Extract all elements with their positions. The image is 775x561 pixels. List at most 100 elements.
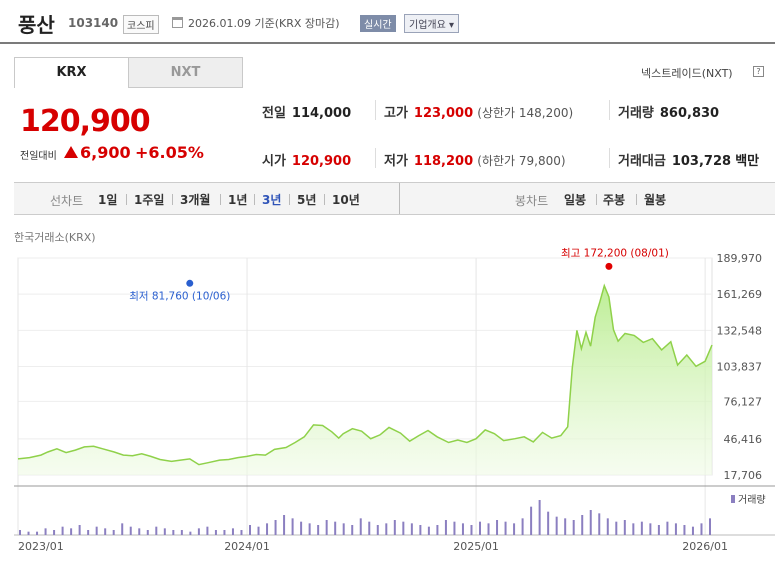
separator	[126, 194, 127, 205]
volume-bar	[214, 530, 217, 535]
volume-bar	[257, 526, 260, 535]
volume-bar	[513, 523, 516, 535]
tab-nxt[interactable]: NXT	[128, 57, 243, 88]
volume-bar	[683, 525, 686, 535]
volume-bar	[581, 515, 584, 535]
volume-bar	[436, 525, 439, 535]
period-1y[interactable]: 1년	[228, 193, 248, 207]
company-overview-dropdown[interactable]: 기업개요 ▾	[404, 14, 459, 33]
volume-bar	[317, 525, 320, 535]
stock-header: 풍산 103140 코스피 2026.01.09 기준(KRX 장마감) 실시간…	[0, 0, 775, 44]
volume-bar	[461, 523, 464, 535]
volume-bar	[496, 520, 499, 535]
stat-label: 전일	[262, 106, 286, 121]
period-5y[interactable]: 5년	[297, 193, 317, 207]
candle-monthly[interactable]: 월봉	[644, 193, 667, 207]
volume-bars: 거래량	[19, 494, 766, 535]
volume-bar	[427, 526, 430, 535]
volume-bar	[691, 526, 694, 535]
volume-bar	[266, 523, 269, 535]
separator	[254, 194, 255, 205]
volume-bar	[44, 528, 47, 535]
min-annotation-label: 최저 81,760 (10/06)	[129, 290, 230, 302]
price-line	[17, 283, 713, 466]
volume-bar	[274, 520, 277, 535]
volume-bar	[19, 530, 21, 535]
y-tick-label: 189,970	[717, 252, 763, 265]
volume-bar	[223, 530, 226, 535]
candle-chart-label[interactable]: 봉차트	[515, 194, 549, 208]
volume-bar	[453, 521, 456, 535]
separator	[324, 194, 325, 205]
period-3y[interactable]: 3년	[262, 193, 282, 207]
period-3m[interactable]: 3개월	[180, 193, 211, 207]
volume-bar	[657, 525, 660, 535]
volume-bar	[444, 520, 447, 535]
max-annotation-label: 최고 172,200 (08/01)	[561, 247, 669, 259]
volume-bar	[393, 520, 396, 535]
stat-trade-amount: 거래대금 103,728 백만	[618, 150, 759, 169]
volume-bar	[146, 530, 149, 535]
price-change-percent: +6.05%	[135, 143, 204, 162]
volume-bar	[300, 521, 303, 535]
x-tick-label: 2026/01	[682, 540, 728, 553]
calendar-icon	[172, 17, 183, 28]
stat-label: 저가	[384, 154, 408, 169]
candle-daily[interactable]: 일봉	[564, 193, 587, 207]
volume-bar	[606, 518, 609, 535]
volume-bar	[700, 523, 703, 535]
volume-bar	[104, 528, 107, 535]
volume-bar	[674, 523, 677, 535]
min-point-marker	[186, 279, 194, 287]
nextrade-link[interactable]: 넥스트레이드(NXT)	[641, 67, 733, 80]
volume-bar	[129, 526, 132, 535]
volume-bar	[87, 530, 90, 535]
realtime-button[interactable]: 실시간	[360, 15, 396, 32]
volume-bar	[649, 523, 652, 535]
line-chart-label[interactable]: 선차트	[50, 194, 84, 208]
volume-bar	[572, 520, 575, 535]
volume-bar	[564, 518, 567, 535]
period-1w[interactable]: 1주일	[134, 193, 165, 207]
divider	[609, 148, 610, 168]
volume-bar	[163, 528, 166, 535]
stat-value: 860,830	[659, 106, 720, 121]
y-tick-label: 76,127	[724, 395, 763, 408]
volume-bar	[95, 526, 98, 535]
volume-bar	[334, 521, 337, 535]
volume-bar	[283, 515, 286, 535]
price-area	[18, 285, 712, 475]
candle-weekly[interactable]: 주봉	[603, 193, 626, 207]
stat-label: 시가	[262, 154, 286, 169]
volume-bar	[240, 530, 243, 535]
period-10y[interactable]: 10년	[332, 193, 360, 207]
market-badge: 코스피	[123, 15, 159, 34]
volume-bar	[487, 523, 490, 535]
divider	[375, 100, 376, 120]
stat-high: 고가 123,000 (상한가 148,200)	[384, 102, 573, 121]
volume-bar	[180, 530, 183, 535]
volume-bar	[709, 518, 711, 535]
x-tick-label: 2023/01	[18, 540, 64, 553]
volume-bar	[325, 520, 328, 535]
stat-value: 103,728	[671, 154, 732, 169]
volume-bar	[61, 526, 64, 535]
volume-bar	[479, 521, 481, 535]
volume-bar	[538, 500, 541, 535]
y-tick-label: 17,706	[724, 469, 763, 482]
tab-krx[interactable]: KRX	[14, 57, 129, 88]
volume-bar	[547, 511, 550, 535]
chart-annotations: 최고 172,200 (08/01) 최저 81,760 (10/06)	[129, 247, 669, 302]
volume-bar	[112, 530, 115, 535]
separator	[220, 194, 221, 205]
volume-bar	[197, 528, 200, 535]
y-tick-label: 103,837	[717, 361, 763, 374]
period-1d[interactable]: 1일	[98, 193, 118, 207]
volume-bar	[351, 525, 354, 535]
volume-bar	[189, 531, 192, 535]
x-tick-label: 2025/01	[453, 540, 499, 553]
volume-bar	[530, 506, 533, 535]
volume-bar	[155, 526, 158, 535]
help-icon[interactable]: ?	[753, 66, 764, 77]
volume-bar	[206, 526, 209, 535]
